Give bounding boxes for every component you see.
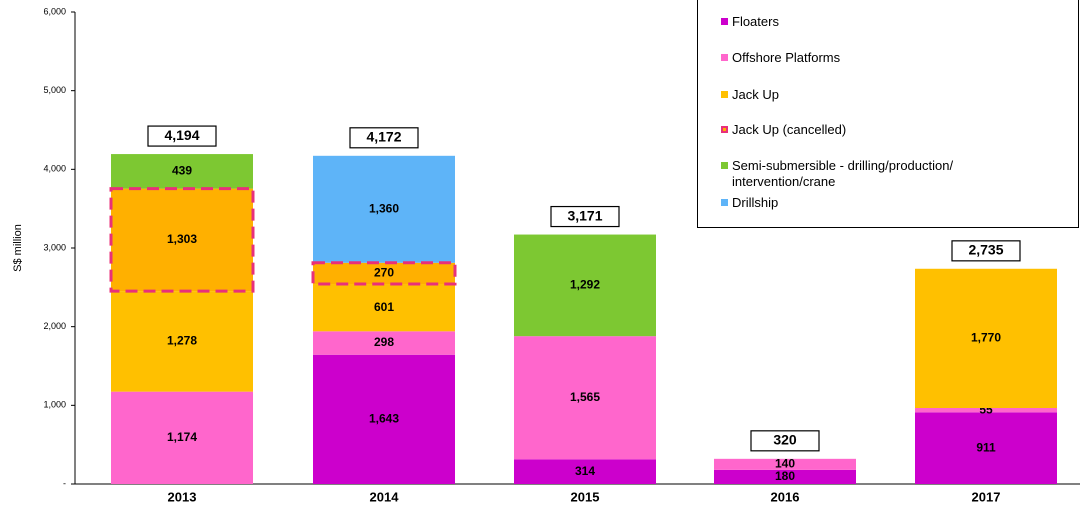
y-tick-label: 3,000	[43, 242, 66, 252]
total-label: 2,735	[968, 242, 1003, 258]
legend-label: Semi-submersible - drilling/production/ …	[732, 158, 954, 189]
data-label: 140	[775, 457, 795, 471]
total-box	[349, 127, 419, 149]
x-tick-label: 2014	[370, 489, 400, 504]
data-label: 439	[172, 164, 192, 178]
x-tick-label: 2013	[168, 489, 197, 504]
data-label: 1,278	[167, 334, 197, 348]
total-box	[951, 240, 1021, 262]
bar-segment	[514, 459, 656, 484]
data-label: 1,770	[971, 331, 1001, 345]
data-label: 180	[775, 469, 795, 483]
data-label: 314	[575, 464, 595, 478]
bar-segment	[111, 291, 253, 392]
data-label: 601	[374, 300, 394, 314]
bar-segment	[111, 391, 253, 484]
bar-segment	[714, 469, 856, 484]
legend-marker	[721, 199, 728, 206]
total-label: 4,194	[164, 127, 199, 143]
bar-segment	[714, 458, 856, 470]
legend: Floaters Offshore Platforms Jack Up Jack Up…	[697, 0, 1079, 228]
cancelled-outline	[311, 261, 457, 286]
bar-segment	[514, 336, 656, 460]
total-box	[750, 430, 820, 452]
y-tick-label: 2,000	[43, 321, 66, 331]
legend-label: Jack Up	[732, 87, 779, 102]
data-label: 1,303	[167, 232, 197, 246]
bar-segment	[915, 268, 1057, 409]
legend-item: Jack Up	[721, 87, 779, 103]
total-label: 4,172	[366, 129, 401, 145]
y-tick-label: 1,000	[43, 400, 66, 410]
total-label: 320	[773, 432, 797, 448]
total-box	[147, 125, 217, 147]
data-label: 1,174	[167, 430, 197, 444]
total-box	[550, 205, 620, 228]
legend-marker	[721, 126, 728, 133]
legend-marker	[721, 91, 728, 98]
bar-segment	[313, 354, 455, 484]
bar-segment	[313, 331, 455, 355]
bar-segment	[313, 155, 455, 263]
x-tick-label: 2016	[771, 489, 800, 504]
bar-segment	[915, 408, 1057, 413]
legend-label: Drillship	[732, 195, 779, 210]
y-tick-label: 5,000	[43, 85, 66, 95]
x-tick-label: 2017	[972, 489, 1001, 504]
legend-marker	[721, 162, 728, 169]
legend-label: Floaters	[732, 14, 779, 29]
bar-segment	[514, 234, 656, 337]
data-label: 1,643	[369, 412, 399, 426]
bar-segment	[111, 154, 253, 189]
legend-item: Semi-submersible - drilling/production/ …	[721, 158, 954, 190]
data-label: 1,565	[570, 390, 600, 404]
cancelled-outline	[109, 187, 255, 293]
data-label: 270	[374, 266, 394, 280]
legend-item: Drillship	[721, 195, 779, 211]
y-tick-label: 6,000	[43, 6, 66, 16]
legend-label: Jack Up (cancelled)	[732, 122, 847, 137]
y-tick-label: 4,000	[43, 164, 66, 174]
total-label: 3,171	[567, 207, 602, 223]
legend-marker	[721, 18, 728, 25]
data-label: 911	[976, 440, 996, 454]
legend-item: Offshore Platforms	[721, 50, 841, 66]
legend-item: Floaters	[721, 14, 779, 30]
bar-segment	[111, 188, 253, 292]
bar-segment	[313, 284, 455, 332]
data-label: 298	[374, 335, 394, 349]
x-tick-label: 2015	[571, 489, 600, 504]
legend-marker	[721, 54, 728, 61]
bar-segment	[313, 262, 455, 285]
legend-label: Offshore Platforms	[732, 50, 841, 65]
y-tick-label: -	[63, 478, 66, 488]
y-axis-label: S$ million	[12, 224, 24, 272]
bar-segment	[915, 412, 1057, 484]
data-label: 1,292	[570, 278, 600, 292]
data-label: 1,360	[369, 201, 399, 215]
legend-item: Jack Up (cancelled)	[721, 122, 847, 138]
